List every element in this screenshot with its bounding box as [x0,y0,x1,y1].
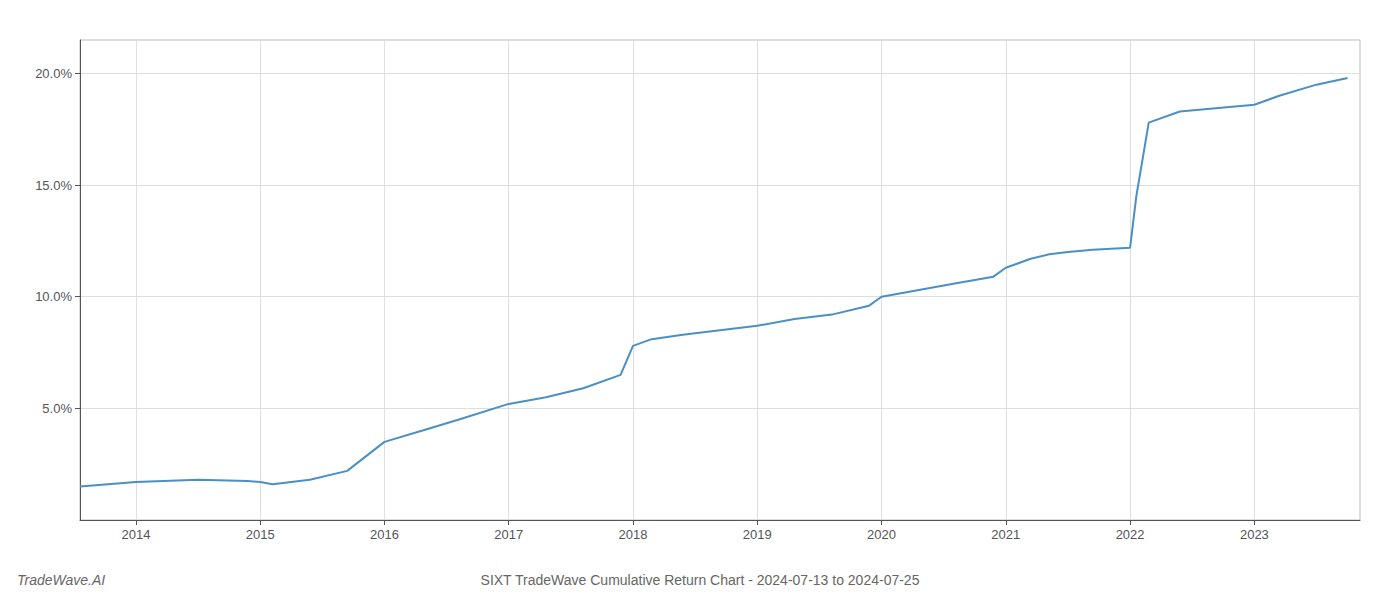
svg-text:20.0%: 20.0% [35,66,72,81]
svg-text:2022: 2022 [1116,527,1145,542]
svg-text:2015: 2015 [246,527,275,542]
svg-text:10.0%: 10.0% [35,289,72,304]
svg-text:SIXT TradeWave Cumulative Retu: SIXT TradeWave Cumulative Return Chart -… [481,572,920,588]
svg-text:TradeWave.AI: TradeWave.AI [17,572,105,588]
svg-text:2023: 2023 [1240,527,1269,542]
svg-text:2020: 2020 [867,527,896,542]
svg-text:2021: 2021 [991,527,1020,542]
svg-text:2014: 2014 [121,527,150,542]
svg-text:2017: 2017 [494,527,523,542]
svg-text:2018: 2018 [619,527,648,542]
svg-text:2019: 2019 [743,527,772,542]
svg-text:5.0%: 5.0% [42,401,72,416]
svg-text:2016: 2016 [370,527,399,542]
svg-text:15.0%: 15.0% [35,178,72,193]
